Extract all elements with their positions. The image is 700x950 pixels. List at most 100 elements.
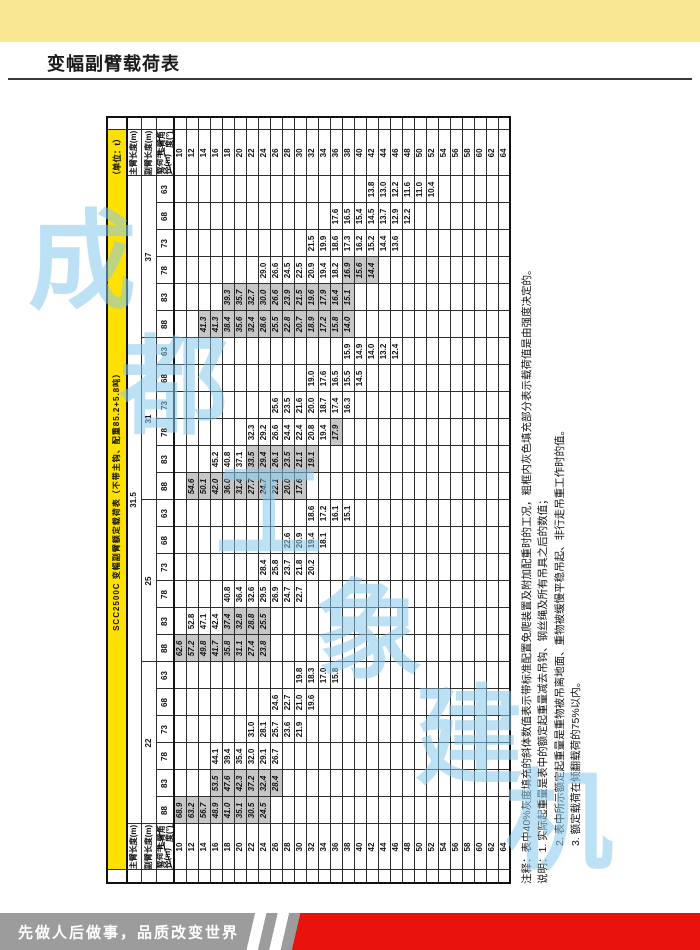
note-line: 3. 额定载荷在倾翻载荷的75%以内。 bbox=[569, 676, 582, 846]
angle-cell: 88 bbox=[156, 311, 174, 338]
load-cell: 15.2 bbox=[366, 230, 378, 257]
empty-cell bbox=[354, 635, 366, 662]
empty-cell bbox=[282, 608, 294, 635]
empty-cell bbox=[258, 365, 270, 392]
empty-cell bbox=[474, 500, 486, 527]
load-cell: 21.5 bbox=[294, 284, 306, 311]
empty-cell bbox=[174, 446, 186, 473]
empty-cell bbox=[450, 284, 462, 311]
empty-cell bbox=[390, 500, 402, 527]
radius-cell: 52 bbox=[426, 129, 438, 176]
edge-cell bbox=[462, 870, 474, 883]
load-cell: 11.6 bbox=[402, 176, 414, 203]
load-cell: 20.0 bbox=[282, 473, 294, 500]
empty-cell bbox=[438, 581, 450, 608]
empty-cell bbox=[438, 716, 450, 743]
empty-cell bbox=[198, 203, 210, 230]
edge-cell bbox=[438, 870, 450, 883]
empty-cell bbox=[246, 257, 258, 284]
jib-group-cell: 37 bbox=[141, 176, 156, 338]
radius-cell: 34 bbox=[318, 129, 330, 176]
radius-cell: 26 bbox=[270, 824, 282, 870]
empty-cell bbox=[258, 338, 270, 365]
edge-cell bbox=[234, 870, 246, 883]
empty-cell bbox=[366, 365, 378, 392]
empty-cell bbox=[486, 338, 498, 365]
radius-cell: 56 bbox=[450, 129, 462, 176]
empty-cell bbox=[270, 608, 282, 635]
empty-cell bbox=[402, 473, 414, 500]
empty-cell bbox=[270, 635, 282, 662]
empty-cell bbox=[366, 797, 378, 824]
empty-cell bbox=[474, 554, 486, 581]
empty-cell bbox=[438, 284, 450, 311]
load-cell: 32.3 bbox=[246, 419, 258, 446]
empty-cell bbox=[198, 554, 210, 581]
load-cell: 63.2 bbox=[186, 797, 198, 824]
radius-cell: 10 bbox=[174, 824, 186, 870]
empty-cell bbox=[294, 743, 306, 770]
angle-cell: 73 bbox=[156, 230, 174, 257]
empty-cell bbox=[306, 581, 318, 608]
empty-cell bbox=[414, 419, 426, 446]
edge-cell bbox=[246, 116, 258, 130]
radius-cell: 14 bbox=[198, 824, 210, 870]
empty-cell bbox=[330, 716, 342, 743]
empty-cell bbox=[498, 365, 510, 392]
load-cell: 28.6 bbox=[258, 311, 270, 338]
empty-cell bbox=[174, 554, 186, 581]
load-cell: 41.0 bbox=[222, 797, 234, 824]
load-cell: 44.1 bbox=[210, 743, 222, 770]
empty-cell bbox=[402, 419, 414, 446]
empty-cell bbox=[474, 311, 486, 338]
empty-cell bbox=[354, 284, 366, 311]
empty-cell bbox=[462, 770, 474, 797]
load-cell: 30.0 bbox=[258, 284, 270, 311]
empty-cell bbox=[438, 527, 450, 554]
empty-cell bbox=[318, 716, 330, 743]
load-cell: 16.1 bbox=[330, 500, 342, 527]
empty-cell bbox=[174, 581, 186, 608]
load-cell: 17.4 bbox=[330, 392, 342, 419]
edge-cell bbox=[270, 870, 282, 883]
empty-cell bbox=[294, 608, 306, 635]
empty-cell bbox=[462, 608, 474, 635]
empty-cell bbox=[462, 230, 474, 257]
empty-cell bbox=[306, 338, 318, 365]
empty-cell bbox=[414, 689, 426, 716]
edge-cell bbox=[426, 116, 438, 130]
load-cell: 47.6 bbox=[222, 770, 234, 797]
empty-cell bbox=[450, 419, 462, 446]
empty-cell bbox=[366, 284, 378, 311]
empty-cell bbox=[378, 419, 390, 446]
empty-cell bbox=[486, 716, 498, 743]
empty-cell bbox=[450, 176, 462, 203]
empty-cell bbox=[222, 500, 234, 527]
empty-cell bbox=[174, 392, 186, 419]
note-line: 说明：1. 实际起重量是表中的额定起重量减去吊钩、钢丝绳及所有吊具之后的数值； bbox=[537, 494, 550, 884]
empty-cell bbox=[426, 716, 438, 743]
empty-cell bbox=[318, 446, 330, 473]
edge-cell bbox=[366, 870, 378, 883]
empty-cell bbox=[186, 662, 198, 689]
empty-cell bbox=[366, 473, 378, 500]
empty-cell bbox=[234, 554, 246, 581]
empty-cell bbox=[198, 338, 210, 365]
empty-cell bbox=[198, 527, 210, 554]
empty-cell bbox=[222, 392, 234, 419]
empty-cell bbox=[486, 311, 498, 338]
empty-cell bbox=[438, 689, 450, 716]
radius-cell: 20 bbox=[234, 129, 246, 176]
empty-cell bbox=[498, 473, 510, 500]
jib-group-cell: 31 bbox=[141, 338, 156, 500]
radius-cell: 16 bbox=[210, 129, 222, 176]
empty-cell bbox=[378, 365, 390, 392]
empty-cell bbox=[426, 770, 438, 797]
empty-cell bbox=[270, 176, 282, 203]
empty-cell bbox=[486, 608, 498, 635]
load-cell: 17.6 bbox=[330, 203, 342, 230]
empty-cell bbox=[486, 527, 498, 554]
jib-label: 副臂长度(m) bbox=[141, 824, 156, 870]
empty-cell bbox=[462, 284, 474, 311]
empty-cell bbox=[474, 581, 486, 608]
